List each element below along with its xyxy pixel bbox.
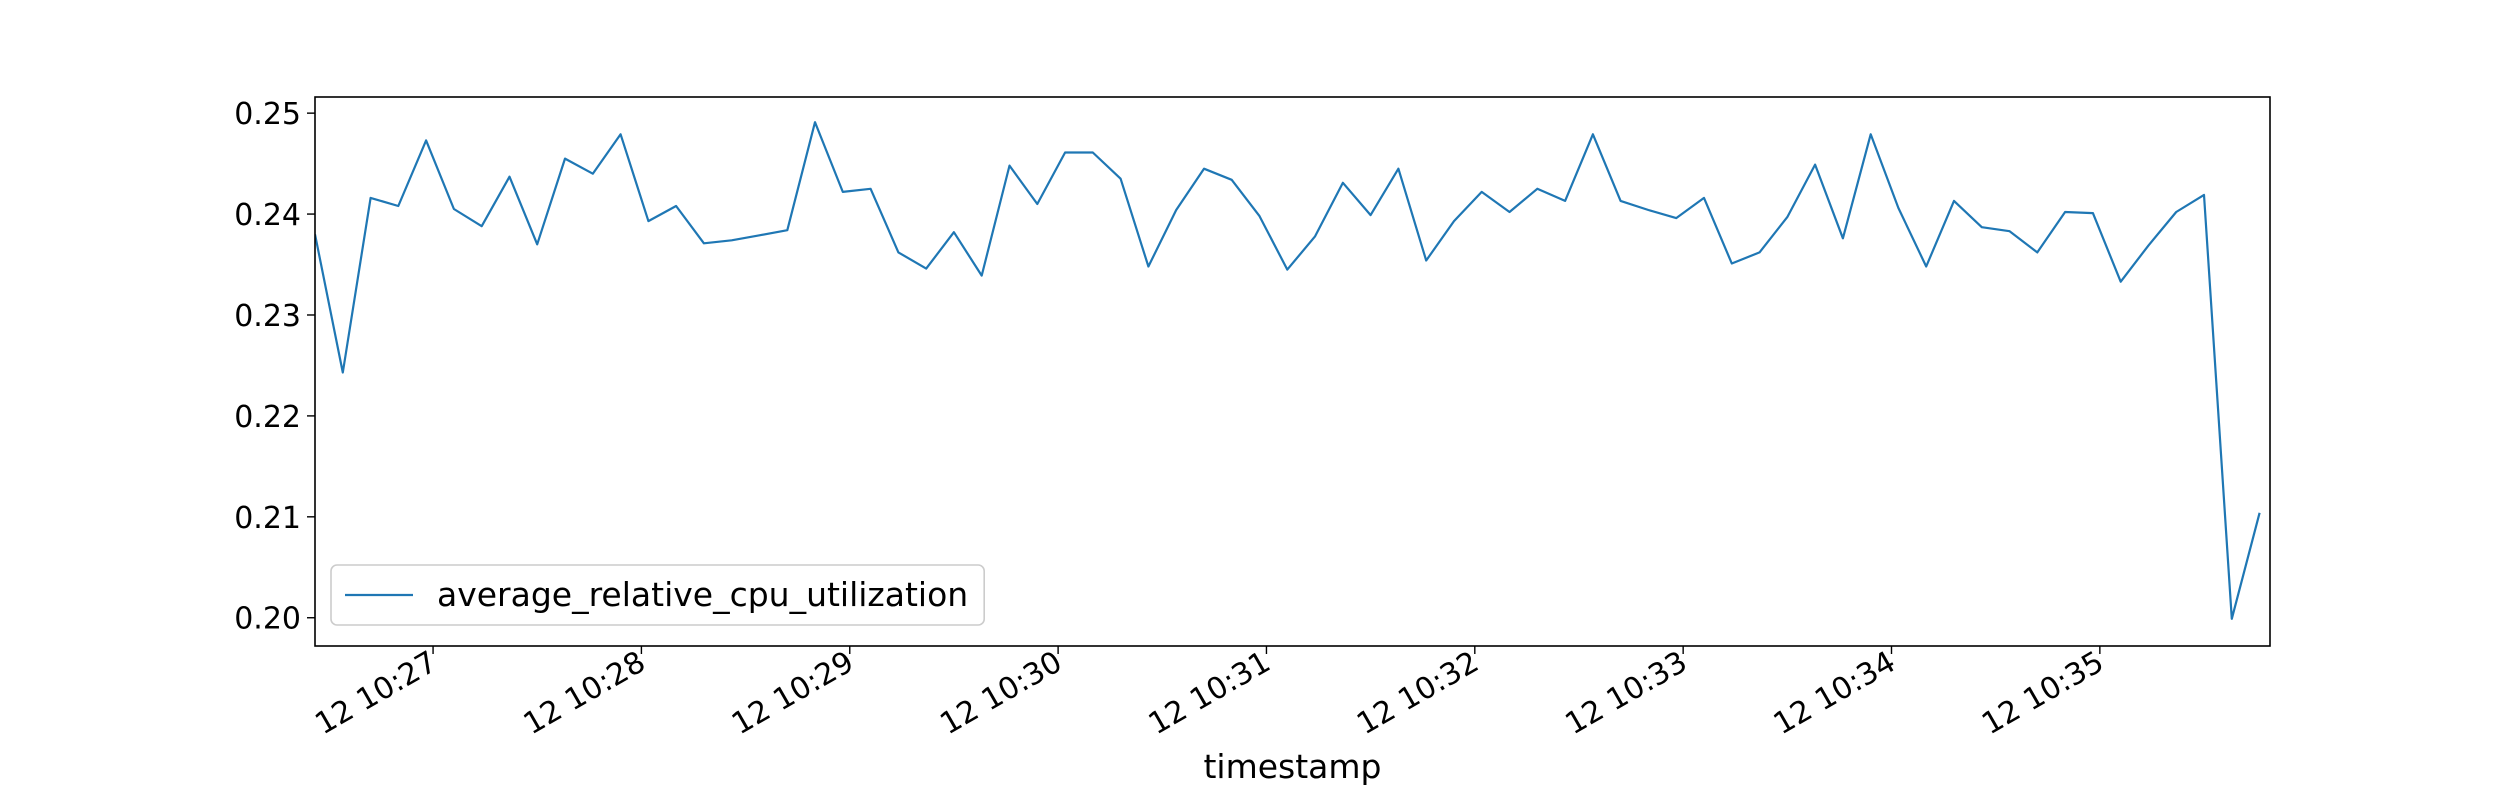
x-tick-label: 12 10:34 (1768, 645, 1902, 742)
y-tick-label: 0.20 (234, 602, 301, 637)
y-tick-label: 0.25 (234, 97, 301, 132)
x-tick-label: 12 10:30 (934, 645, 1068, 742)
x-axis: 12 10:27 12 10:28 12 10:29 12 10:30 12 10:31… (309, 645, 2109, 742)
series-layer (315, 121, 2261, 620)
y-tick-label: 0.24 (234, 198, 301, 233)
y-tick-label: 0.22 (234, 400, 301, 435)
x-axis-label: timestamp (1203, 747, 1381, 786)
y-tick-label: 0.21 (234, 501, 301, 536)
x-tick-label: 12 10:33 (1559, 645, 1693, 742)
x-tick-label: 12 10:27 (309, 645, 443, 742)
y-axis: 0.20 0.21 0.22 0.23 0.24 0.25 (234, 97, 315, 637)
legend: average_relative_cpu_utilization (330, 564, 986, 626)
legend-label: average_relative_cpu_utilization (437, 575, 968, 614)
legend-box (330, 564, 986, 626)
x-tick-label: 12 10:35 (1976, 645, 2110, 742)
y-tick-label: 0.23 (234, 299, 301, 334)
series-line-average-relative-cpu-utilization (315, 121, 2261, 620)
plot-frame (314, 96, 2271, 647)
x-tick-label: 12 10:31 (1143, 645, 1277, 742)
x-tick-label: 12 10:29 (726, 645, 860, 742)
x-tick-label: 12 10:28 (518, 645, 652, 742)
x-tick-label: 12 10:32 (1351, 645, 1485, 742)
